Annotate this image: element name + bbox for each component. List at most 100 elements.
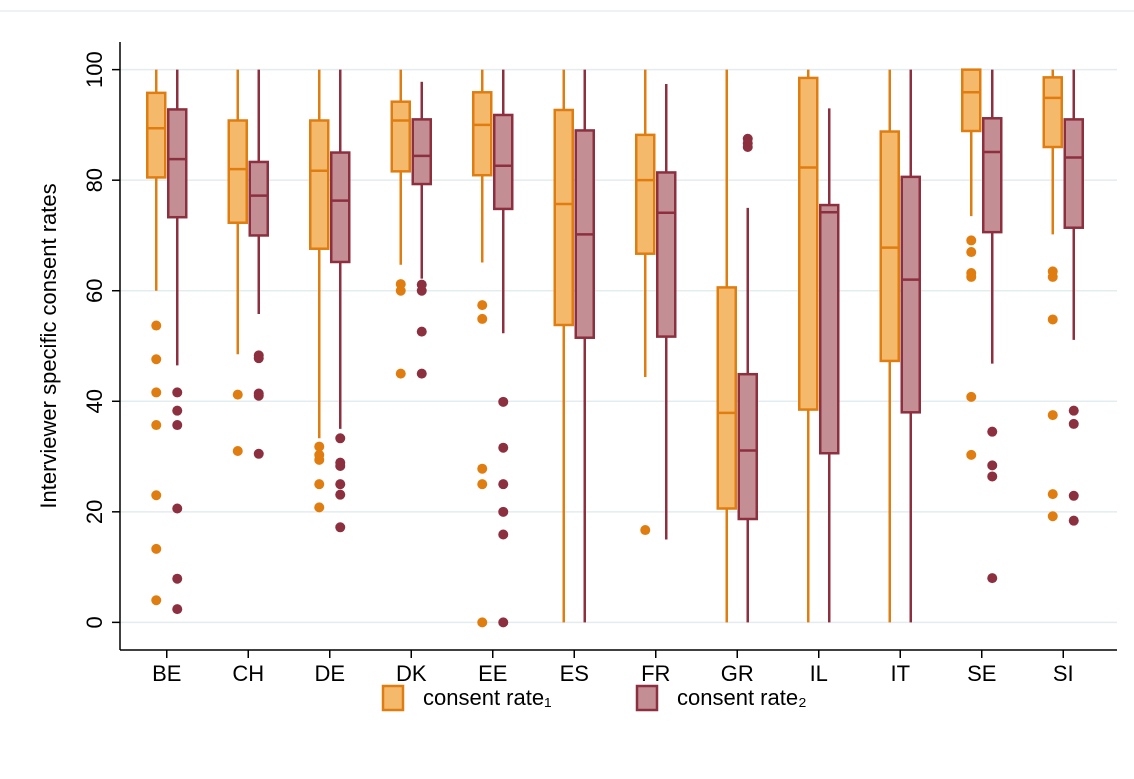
box xyxy=(472,91,493,177)
outlier xyxy=(966,235,977,246)
box xyxy=(879,130,900,363)
outlier xyxy=(172,405,183,416)
x-tick-label: GR xyxy=(721,661,754,686)
outlier xyxy=(151,354,162,365)
outlier xyxy=(477,313,488,324)
box xyxy=(227,119,248,224)
y-tick-label: 100 xyxy=(82,51,107,88)
outlier xyxy=(987,471,998,482)
outlier xyxy=(151,490,162,501)
outlier xyxy=(172,420,183,431)
outlier xyxy=(498,396,509,407)
outlier xyxy=(151,595,162,606)
outlier xyxy=(232,389,243,400)
outlier xyxy=(742,142,753,153)
outlier xyxy=(335,460,346,471)
outlier xyxy=(498,617,509,628)
x-tick-label: DK xyxy=(396,661,427,686)
box xyxy=(982,117,1003,234)
outlier xyxy=(232,446,243,457)
legend-label: consent rate₂ xyxy=(677,685,807,710)
outlier xyxy=(966,247,977,258)
outlier xyxy=(498,479,509,490)
x-tick-label: BE xyxy=(152,661,181,686)
outlier xyxy=(966,391,977,402)
y-tick-label: 0 xyxy=(82,616,107,628)
outlier xyxy=(477,300,488,311)
outlier xyxy=(640,525,651,536)
outlier xyxy=(987,460,998,471)
box xyxy=(330,151,351,264)
outlier xyxy=(416,368,427,379)
outlier xyxy=(314,454,325,465)
outlier xyxy=(477,617,488,628)
x-tick-label: DE xyxy=(314,661,345,686)
box xyxy=(798,76,819,411)
y-tick-label: 40 xyxy=(82,389,107,413)
outlier xyxy=(395,285,406,296)
outlier xyxy=(477,479,488,490)
box xyxy=(716,286,737,510)
box xyxy=(248,160,269,237)
outlier xyxy=(1047,511,1058,522)
outlier xyxy=(172,604,183,615)
legend-label: consent rate₁ xyxy=(423,685,552,710)
outlier xyxy=(1068,515,1079,526)
outlier xyxy=(151,420,162,431)
box xyxy=(656,171,677,338)
y-tick-label: 20 xyxy=(82,500,107,524)
y-tick-label: 60 xyxy=(82,278,107,302)
outlier xyxy=(253,390,264,401)
outlier xyxy=(151,320,162,331)
outlier xyxy=(966,271,977,282)
x-tick-label: IT xyxy=(890,661,910,686)
outlier xyxy=(314,502,325,513)
box xyxy=(553,108,574,327)
box xyxy=(167,108,188,219)
outlier xyxy=(966,449,977,460)
outlier xyxy=(477,463,488,474)
y-axis-label: Interviewer specific consent rates xyxy=(36,183,61,508)
outlier xyxy=(335,489,346,500)
box xyxy=(900,175,921,414)
outlier xyxy=(335,433,346,444)
outlier xyxy=(172,503,183,514)
outlier xyxy=(1047,489,1058,500)
outlier xyxy=(498,442,509,453)
outlier xyxy=(1047,410,1058,421)
legend-swatch xyxy=(635,684,659,712)
x-tick-label: FR xyxy=(641,661,670,686)
box xyxy=(737,372,758,521)
x-tick-label: CH xyxy=(232,661,264,686)
x-tick-label: SI xyxy=(1053,661,1074,686)
outlier xyxy=(498,529,509,540)
outlier xyxy=(1047,271,1058,282)
x-tick-label: IL xyxy=(810,661,828,686)
outlier xyxy=(1068,490,1079,501)
box xyxy=(390,100,411,173)
box xyxy=(1063,118,1084,229)
box xyxy=(635,133,656,255)
box xyxy=(961,68,982,133)
outlier xyxy=(335,522,346,533)
box xyxy=(411,118,432,186)
outlier xyxy=(151,543,162,554)
outlier xyxy=(253,353,264,364)
outlier xyxy=(172,387,183,398)
outlier xyxy=(1047,314,1058,325)
outlier xyxy=(416,285,427,296)
outlier xyxy=(335,479,346,490)
box xyxy=(146,91,167,179)
outlier xyxy=(416,326,427,337)
x-tick-label: EE xyxy=(478,661,507,686)
x-tick-label: SE xyxy=(967,661,996,686)
outlier xyxy=(1068,418,1079,429)
box xyxy=(1042,76,1063,149)
box xyxy=(493,113,514,211)
outlier xyxy=(987,573,998,584)
outlier xyxy=(314,479,325,490)
x-tick-label: ES xyxy=(560,661,589,686)
outlier xyxy=(172,573,183,584)
legend-swatch xyxy=(381,684,405,712)
